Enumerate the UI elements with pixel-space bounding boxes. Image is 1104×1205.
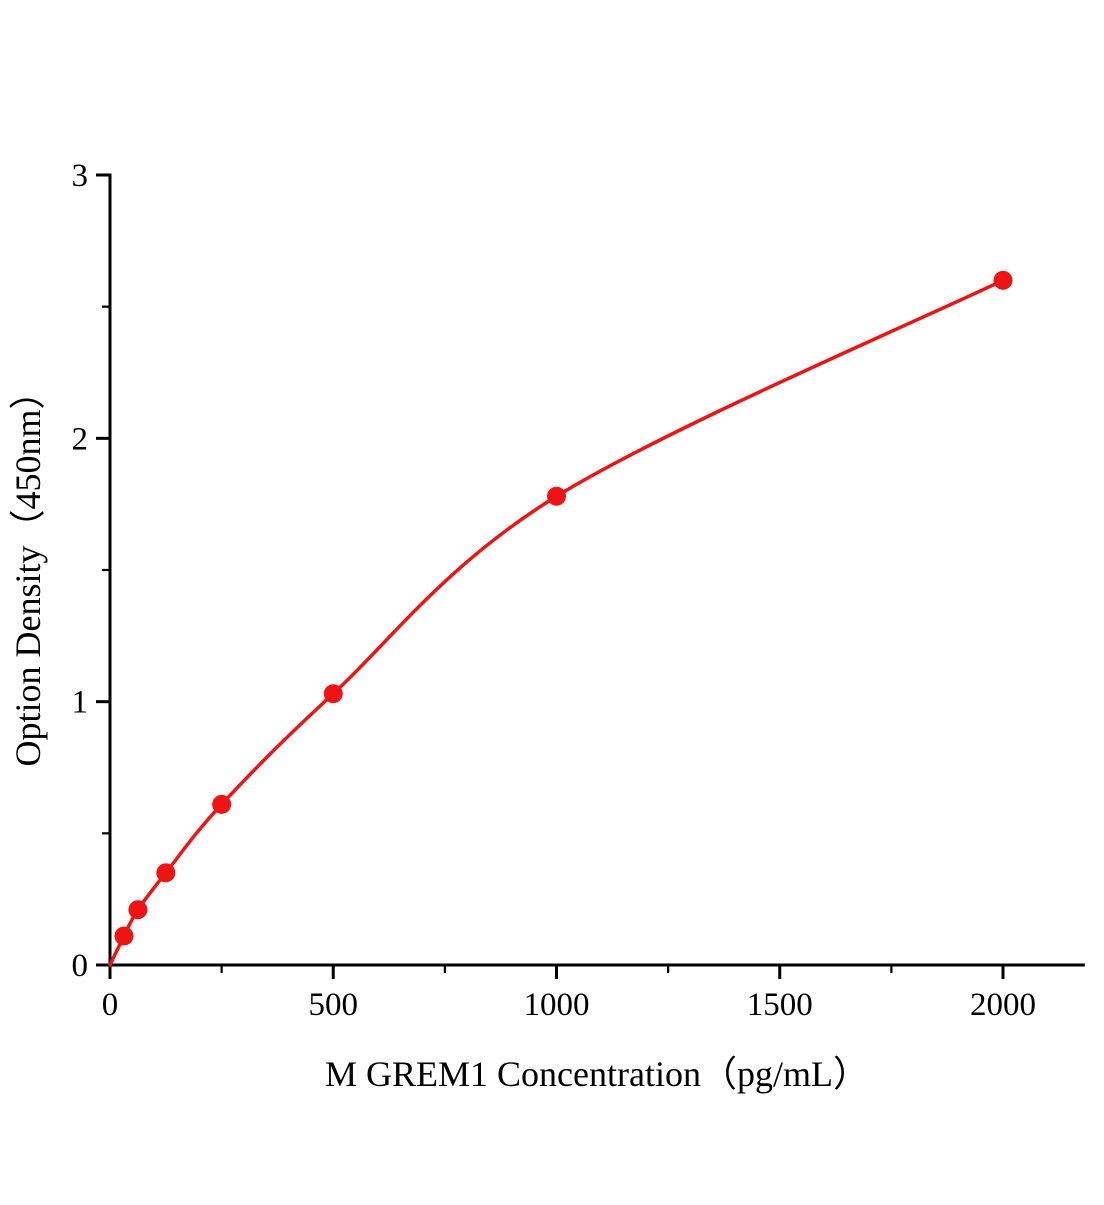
data-point	[547, 486, 566, 506]
y-tick-label: 0	[72, 948, 89, 984]
y-tick-label: 1	[72, 685, 89, 721]
x-axis-label: M GREM1 Concentration（pg/mL）	[325, 1054, 869, 1094]
y-tick-label: 3	[72, 158, 89, 194]
standard-curve-line	[108, 278, 1005, 967]
x-tick-label: 1000	[524, 987, 590, 1023]
y-axis-label: Option Density（450nm）	[8, 374, 48, 767]
tick-layer	[96, 173, 1005, 979]
data-point	[156, 863, 176, 883]
data-point	[128, 900, 148, 920]
y-tick-label: 2	[72, 421, 89, 457]
x-tick-label: 2000	[970, 987, 1036, 1023]
curve-layer	[108, 278, 1005, 967]
data-point	[114, 926, 134, 946]
data-point	[323, 684, 343, 704]
tick-label-layer: 0 500 1000 1500 2000 0 1 2 3	[72, 158, 1037, 1023]
marker-layer	[114, 270, 1013, 946]
axes-layer	[108, 173, 1085, 967]
x-tick-label: 0	[102, 987, 119, 1023]
x-tick-label: 500	[309, 987, 359, 1023]
data-point	[993, 270, 1013, 290]
x-tick-label: 1500	[747, 987, 813, 1023]
data-point	[212, 794, 232, 814]
